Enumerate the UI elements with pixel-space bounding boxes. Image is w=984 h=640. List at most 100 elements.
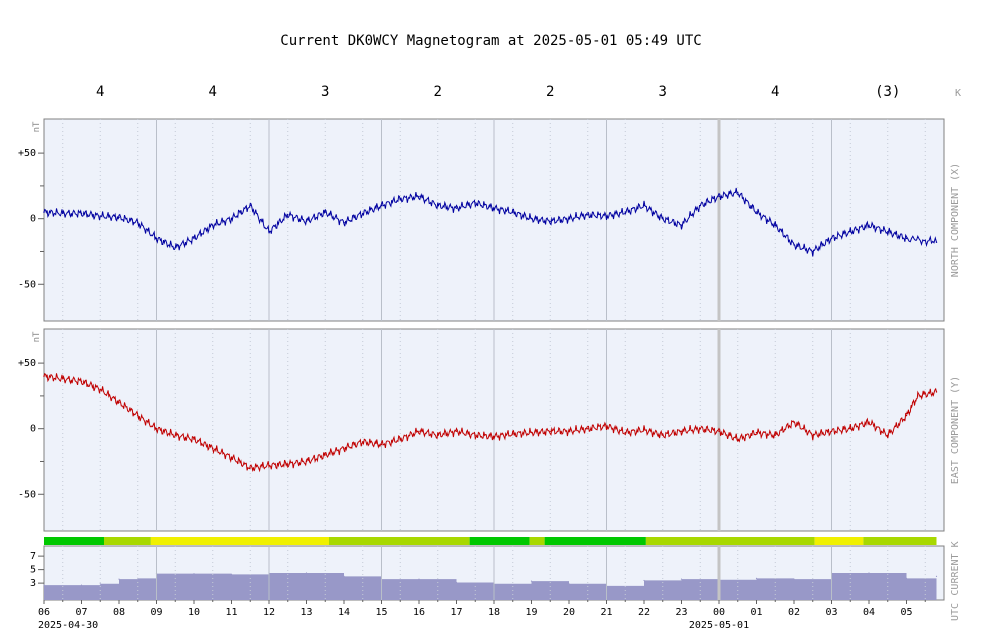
data-point [99,388,101,391]
data-point [305,220,308,223]
data-point [193,438,195,440]
data-point [343,221,345,224]
x-tick-label: 02 [788,607,800,618]
x-tick-label: 06 [38,607,50,618]
data-point [868,572,870,574]
y-tick-label: 0 [30,214,36,225]
data-point [643,579,645,582]
data-point [793,578,795,580]
data-point [455,581,458,584]
data-point [737,438,739,440]
x-tick-label: 20 [563,607,575,618]
y-tick-label: 5 [30,565,36,576]
data-point [718,430,720,433]
data-point [868,224,870,226]
data-point [643,429,645,431]
y-tick-label: 3 [30,578,36,589]
data-point [362,441,364,443]
data-point [43,584,45,586]
x-tick-label: 07 [75,607,87,618]
data-point [849,231,851,233]
k-band-segment [863,537,937,545]
data-point [662,434,664,436]
k-band-segment [44,537,104,545]
data-point [830,430,833,433]
data-point [62,378,64,380]
data-point [455,430,458,433]
time-axis: 06 07 08 09 10 11 12 13 14 15 16 17 18 19 20 21 22 23 00 01… [38,600,961,631]
data-point [755,431,758,434]
k-header-label: K [955,88,961,99]
data-point [549,220,551,223]
data-point [418,578,420,580]
x-tick-label: 03 [825,607,837,618]
data-point [935,575,938,577]
data-point [587,427,589,430]
data-point [774,434,776,436]
date-label: 2025-05-01 [689,620,749,631]
x-tick-label: 18 [488,607,500,618]
data-point [343,575,345,577]
data-point [793,244,795,246]
data-point [380,204,383,207]
data-point [662,217,664,220]
k-index-value: 4 [96,84,104,100]
data-point [43,211,45,213]
data-point [887,434,889,436]
data-point [193,237,195,240]
y-tick-label: 7 [30,551,36,562]
data-point [324,211,326,213]
k-band-segment [329,537,470,545]
data-point [512,211,514,213]
k-band-segment [150,537,329,545]
x-tick-label: 13 [300,607,312,618]
x-tick-label: 16 [413,607,425,618]
data-point [230,217,233,220]
data-point [43,375,45,377]
x-tick-label: 08 [113,607,125,618]
data-point [118,401,120,404]
east-component-panel: +50 0 -50 nT EAST COMPONENT (Y) [18,328,961,532]
data-point [493,435,495,438]
unit-label: nT [32,121,42,132]
data-point [437,204,439,207]
data-point [268,464,270,467]
data-point [587,214,589,216]
k-index-value: (3) [875,84,900,100]
data-point [849,427,851,430]
data-point [324,454,326,456]
x-tick-label: 09 [150,607,162,618]
x-tick-label: 11 [225,607,237,618]
x-tick-label: 21 [600,607,612,618]
data-point [137,221,139,224]
axis-label: EAST COMPONENT (Y) [950,376,961,484]
data-point [643,204,645,207]
k-index-value: 4 [209,84,217,100]
data-point [474,202,476,204]
data-point [474,434,476,436]
data-point [118,578,120,580]
k-area [44,573,937,600]
k-index-value: 3 [659,84,667,100]
k-band-segment [469,537,530,545]
data-point [174,434,176,436]
x-tick-label: 22 [638,607,650,618]
axis-label: NORTH COMPONENT (X) [950,163,961,277]
x-axis-label: UTC [950,603,961,621]
data-point [568,430,570,433]
k-band-segment [529,537,545,545]
data-point [812,250,814,253]
data-point [212,447,214,450]
data-point [699,204,701,207]
data-point [718,195,720,198]
data-point [512,433,514,435]
current-k-panel: 7 5 3 CURRENT K [30,537,961,601]
data-point [230,456,233,459]
data-point [118,216,120,219]
k-index-value: 3 [321,84,329,100]
x-tick-label: 14 [338,607,350,618]
data-point [399,438,401,440]
data-point [249,467,251,469]
data-point [287,463,289,465]
